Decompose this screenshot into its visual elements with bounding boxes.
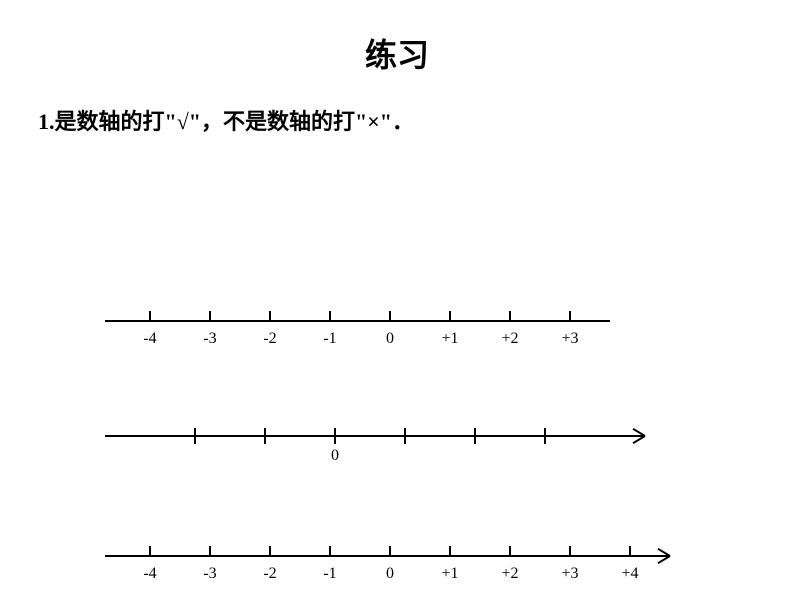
svg-text:-1: -1 [323, 565, 336, 582]
svg-text:+1: +1 [441, 565, 458, 582]
svg-text:-4: -4 [143, 565, 156, 582]
svg-text:-1: -1 [323, 330, 336, 347]
svg-text:-3: -3 [203, 330, 216, 347]
svg-text:0: 0 [386, 565, 394, 582]
svg-text:0: 0 [386, 330, 394, 347]
svg-text:-2: -2 [263, 565, 276, 582]
svg-text:+2: +2 [501, 330, 518, 347]
svg-text:-2: -2 [263, 330, 276, 347]
number-lines-svg: -4 -3 -2 -1 0 +1 +2 +3 0 -4 -3 -2 -1 0 +1 +2 +3 +4 [0, 136, 794, 596]
diagrams-container: -4 -3 -2 -1 0 +1 +2 +3 0 -4 -3 -2 -1 0 +1 +2 +3 +4 [0, 136, 794, 596]
svg-text:-4: -4 [143, 330, 156, 347]
svg-text:-3: -3 [203, 565, 216, 582]
svg-text:+3: +3 [561, 330, 578, 347]
svg-text:+2: +2 [501, 565, 518, 582]
svg-text:+3: +3 [561, 565, 578, 582]
page-title: 练习 [0, 0, 794, 76]
svg-text:0: 0 [331, 447, 339, 464]
question-text: 1.是数轴的打"√"，不是数轴的打"×"． [0, 76, 794, 136]
svg-text:+1: +1 [441, 330, 458, 347]
svg-text:+4: +4 [621, 565, 638, 582]
